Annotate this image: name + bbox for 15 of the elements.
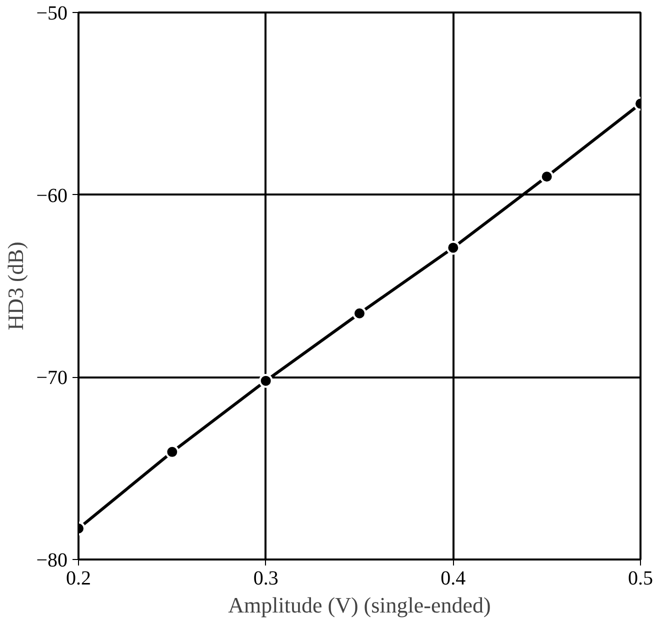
- y-tick-label: −50: [36, 2, 68, 24]
- point: [258, 374, 273, 388]
- x-tick-label: 0.2: [66, 568, 91, 590]
- y-axis-title: HD3 (dB): [3, 242, 28, 330]
- y-tick-label: −70: [36, 367, 68, 390]
- point: [540, 170, 554, 184]
- y-tick-label: −80: [36, 550, 68, 572]
- y-tick-label: −60: [36, 184, 68, 207]
- x-tick-label: 0.4: [440, 568, 466, 590]
- x-tick-label: 0.3: [253, 568, 278, 590]
- point: [352, 306, 366, 320]
- x-axis-title: Amplitude (V) (single-ended): [228, 592, 491, 618]
- point: [165, 444, 180, 459]
- point: [446, 240, 460, 255]
- x-tick-label: 0.5: [628, 568, 653, 590]
